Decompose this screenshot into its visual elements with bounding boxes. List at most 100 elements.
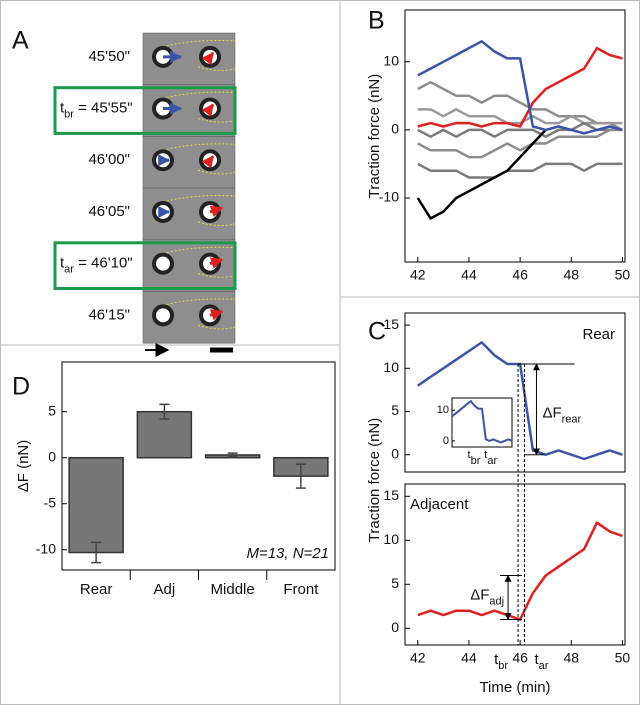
text-main: t — [534, 651, 539, 668]
x-tick-label: 50 — [615, 267, 631, 283]
y-axis-label: Traction force (nN) — [366, 418, 383, 542]
x-tick-label: 48 — [563, 267, 579, 283]
inset-y-tick-label: 10 — [437, 404, 449, 416]
line-series — [417, 80, 623, 132]
y-axis-label: Traction force (nN) — [366, 74, 383, 198]
x-tick-label: Rear — [80, 581, 113, 598]
cell-outline — [162, 39, 236, 48]
x-axis-label: Time (min) — [479, 679, 550, 696]
panel-label: D — [12, 373, 30, 401]
bead — [156, 308, 170, 323]
text-sub: ar — [64, 264, 74, 276]
frame-time: tbr = 45'55" — [60, 100, 133, 121]
x-tick-label: 46 — [512, 650, 528, 666]
plot-frame — [404, 483, 626, 646]
inset-event-label: tar — [484, 449, 497, 467]
plot-frame — [404, 9, 626, 263]
line-series — [417, 40, 623, 135]
text-sub: rear — [562, 413, 582, 425]
line-series — [417, 521, 623, 621]
line-series — [416, 129, 547, 220]
frame-time: tar = 46'10" — [60, 255, 133, 276]
line-series — [417, 108, 623, 125]
frame-time: 46'15" — [88, 306, 130, 323]
force-vector — [201, 155, 215, 169]
y-tick-label: 0 — [391, 619, 399, 635]
force-vector — [201, 51, 215, 66]
force-vector — [209, 309, 224, 321]
x-tick-label: 44 — [461, 267, 477, 283]
delta-label: ΔFadj — [470, 586, 504, 607]
inset-y-tick-label: 0 — [443, 435, 449, 447]
subplot-title: Rear — [582, 326, 615, 343]
x-tick-label: 50 — [615, 650, 631, 666]
y-tick-label: 15 — [383, 487, 399, 503]
text-sub: br — [498, 660, 508, 672]
y-tick-label: 10 — [383, 531, 399, 547]
text-main: t — [468, 449, 471, 461]
text-main: t — [484, 449, 487, 461]
delta-label: ΔFrear — [542, 404, 581, 425]
plot-frame — [404, 312, 626, 473]
inset-line — [451, 399, 513, 444]
cell-outline — [162, 91, 236, 100]
text-main: t — [60, 255, 65, 272]
text-sub: br — [64, 108, 74, 120]
x-tick-label: 44 — [461, 650, 477, 666]
text-rest: = 45'55" — [74, 100, 133, 117]
line-series — [417, 162, 623, 179]
cell-outline — [162, 298, 236, 306]
x-tick-label: Adj — [154, 581, 176, 598]
y-tick-label: 5 — [48, 402, 56, 418]
annotation: M=13, N=21 — [246, 545, 329, 562]
force-vector — [209, 205, 224, 218]
text-main: ΔF — [542, 404, 561, 421]
text-main: ΔF — [470, 586, 489, 603]
y-tick-label: 10 — [383, 359, 399, 375]
frame-time: 45'50" — [88, 48, 130, 65]
text-sub: adj — [489, 595, 504, 607]
cell-outline — [162, 143, 236, 151]
inset-event-label: tbr — [468, 449, 481, 467]
cell-outline — [162, 246, 236, 255]
y-tick-label: 0 — [391, 445, 399, 461]
y-tick-label: 5 — [391, 402, 399, 418]
x-tick-label: Middle — [211, 581, 255, 598]
force-vector — [201, 103, 215, 117]
line-series — [417, 128, 623, 159]
panel-label: B — [368, 7, 385, 35]
panel-label: A — [12, 27, 29, 55]
x-tick-label: 42 — [410, 650, 426, 666]
y-tick-label: -10 — [36, 540, 56, 556]
force-vector — [209, 257, 224, 269]
text-main: t — [494, 651, 499, 668]
y-tick-label: 15 — [383, 316, 399, 332]
cell-outline — [162, 195, 236, 203]
highlight-box — [53, 241, 237, 291]
subplot-title: Adjacent — [410, 496, 469, 513]
text-rest: = 46'10" — [74, 255, 133, 272]
y-axis-label: ΔF (nN) — [15, 440, 32, 493]
text-sub: br — [471, 455, 481, 467]
x-tick-label: 42 — [410, 267, 426, 283]
x-tick-label: 48 — [563, 650, 579, 666]
y-tick-label: 10 — [383, 52, 399, 68]
x-tick-label: 46 — [512, 267, 528, 283]
event-label: tar — [534, 651, 548, 672]
line-series — [417, 121, 623, 138]
frame-time: 46'00" — [88, 151, 130, 168]
inset-frame — [451, 397, 513, 448]
event-label: tbr — [494, 651, 508, 672]
text-sub: ar — [487, 455, 497, 467]
frame-time: 46'05" — [88, 203, 130, 220]
x-tick-label: Front — [283, 581, 319, 598]
y-tick-label: -5 — [44, 494, 57, 510]
text-sub: ar — [539, 660, 549, 672]
y-tick-label: -10 — [379, 189, 399, 205]
y-tick-label: 0 — [48, 448, 56, 464]
y-tick-label: 0 — [391, 121, 399, 137]
bead — [156, 256, 170, 271]
text-main: t — [60, 100, 65, 117]
highlight-box — [53, 86, 237, 135]
